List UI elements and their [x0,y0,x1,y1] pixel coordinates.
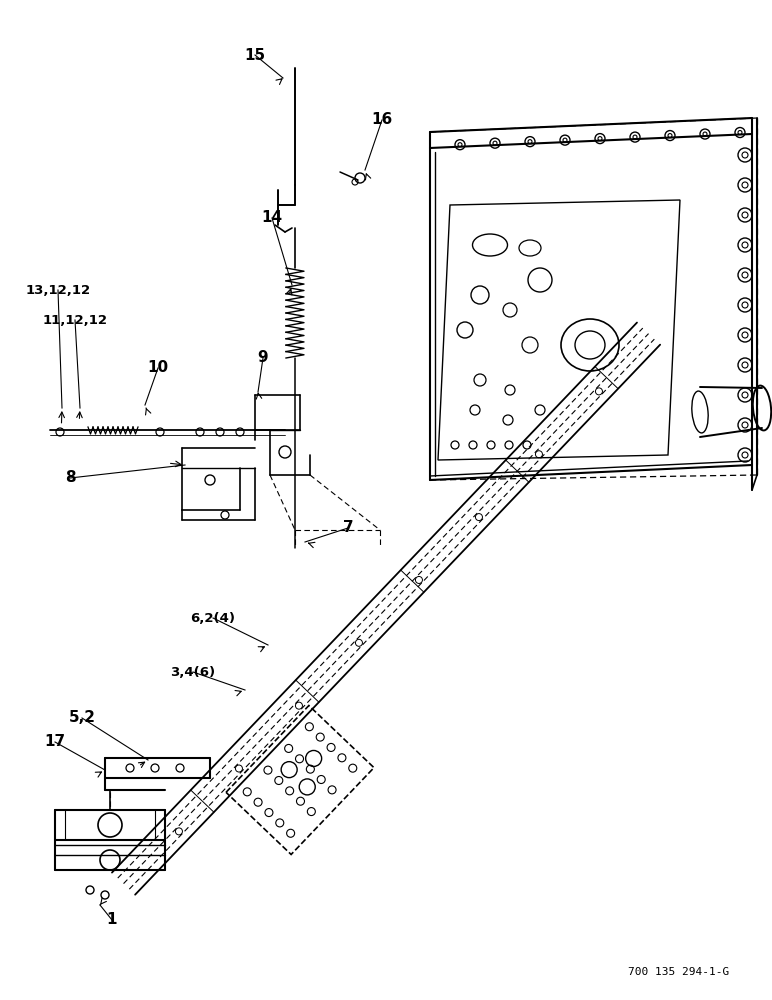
Text: 10: 10 [147,360,168,375]
Text: 17: 17 [45,734,66,750]
Text: 9: 9 [258,351,269,365]
Text: 1: 1 [107,912,117,928]
Text: 700 135 294-1-G: 700 135 294-1-G [628,967,730,977]
Text: 14: 14 [262,211,283,226]
Text: 15: 15 [245,47,266,62]
Text: 11,12,12: 11,12,12 [42,314,107,326]
Text: 16: 16 [371,112,393,127]
Text: 13,12,12: 13,12,12 [25,284,90,296]
Text: 7: 7 [343,520,354,536]
Text: 3,4(6): 3,4(6) [171,666,215,678]
Text: 8: 8 [65,471,76,486]
Text: 5,2: 5,2 [69,710,96,726]
Text: 6,2(4): 6,2(4) [191,611,235,624]
